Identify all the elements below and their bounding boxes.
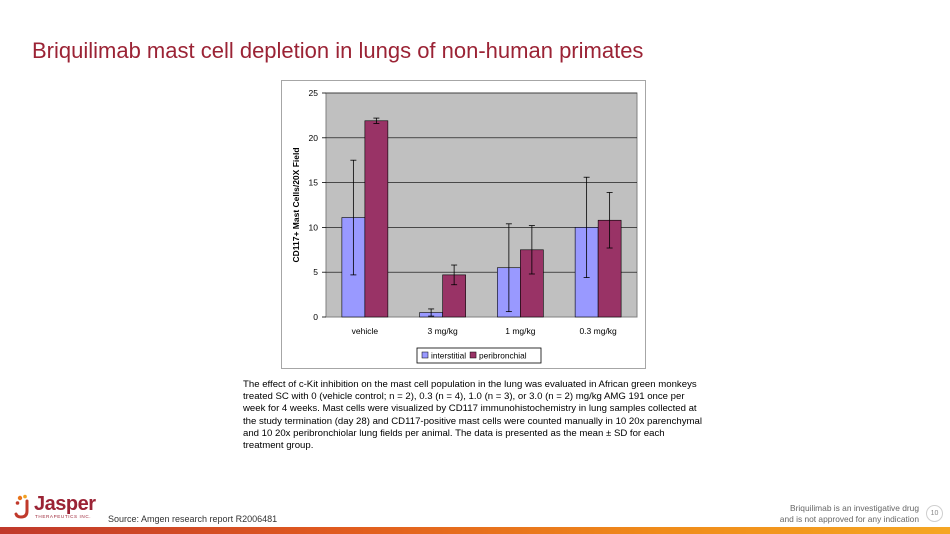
disclaimer-line-1: Briquilimab is an investigative drug	[790, 503, 919, 513]
legend-swatch-interstitial	[421, 351, 429, 359]
logo-subtitle: THERAPEUTICS INC.	[35, 514, 92, 519]
logo-wordmark: Jasper	[34, 493, 96, 515]
legend-label-peribronchial: peribronchial	[479, 351, 527, 361]
y-tick-label: 5	[313, 267, 318, 277]
y-tick-label: 0	[313, 312, 318, 322]
company-logo: Jasper THERAPEUTICS INC.	[14, 493, 104, 522]
y-tick-label: 15	[309, 178, 319, 188]
legend-label-interstitial: interstitial	[431, 351, 466, 361]
bar-peribronchial-0	[364, 120, 389, 318]
y-axis-label: CD117+ Mast Cells/20X Field	[291, 147, 301, 262]
disclaimer-line-2: and is not approved for any indication	[779, 514, 919, 524]
disclaimer: Briquilimab is an investigative drug and…	[719, 503, 919, 525]
y-tick-label: 25	[309, 88, 319, 98]
x-tick-label: 1 mg/kg	[505, 326, 536, 336]
y-tick-label: 20	[309, 133, 319, 143]
y-tick-label: 10	[309, 222, 319, 232]
legend	[416, 347, 542, 364]
bar-chart: 0 5 10 15 20 25 CD117+ Mast Cells/20X Field veh…	[291, 88, 638, 364]
x-tick-label: 3 mg/kg	[428, 326, 459, 336]
slide-title: Briquilimab mast cell depletion in lungs…	[32, 38, 644, 63]
logo-mark-icon	[14, 494, 29, 519]
page-number: 10	[926, 505, 943, 522]
source-note: Source: Amgen research report R2006481	[108, 514, 278, 524]
chart-caption: The effect of c-Kit inhibition on the ma…	[243, 379, 702, 452]
x-tick-label: 0.3 mg/kg	[579, 326, 617, 336]
x-tick-label: vehicle	[352, 326, 379, 336]
footer-gradient-bar	[0, 527, 950, 534]
legend-swatch-peribronchial	[469, 351, 477, 359]
